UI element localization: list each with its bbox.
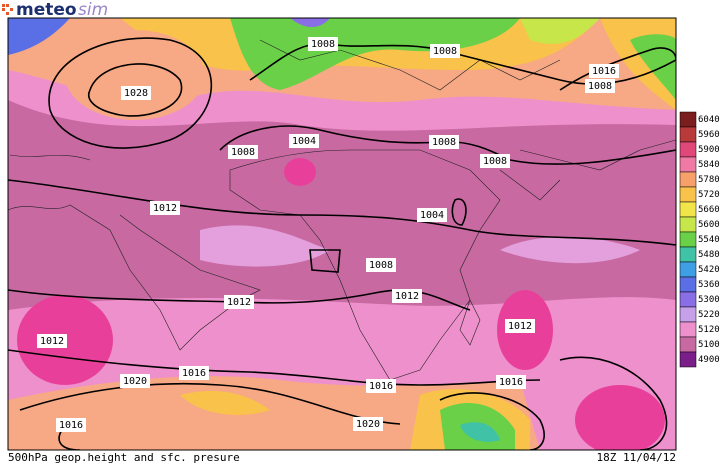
isobar-label: 1012 [153, 203, 177, 214]
colorbar: 6040 5960 5900 5840 5780 5720 5660 5600 5540 5480… [679, 111, 720, 368]
isobar-label-box [289, 134, 319, 148]
isobar-label-box [585, 79, 615, 93]
colorbar-label: 5300 [698, 295, 720, 305]
colorbar-label: 5120 [698, 325, 720, 335]
isobar-label: 1012 [40, 336, 64, 347]
colorbar-swatch [679, 291, 697, 308]
isobar-label-box [429, 135, 459, 149]
isobar-label: 1012 [395, 291, 419, 302]
isobar-label: 1016 [592, 66, 616, 77]
colorbar-label: 5600 [698, 220, 720, 230]
isobar-label: 1008 [483, 156, 507, 167]
isobar-label-box [228, 145, 258, 159]
isobar-label-box [353, 417, 383, 431]
isobar-label-box [430, 44, 460, 58]
colorbar-swatch [679, 216, 697, 233]
isobar-labels: 1008 1008 1016 1008 1028 1004 1008 1008 1008 1012… [37, 37, 619, 432]
colorbar-swatch [679, 171, 697, 188]
colorbar-swatch [679, 246, 697, 263]
isobar-label: 1016 [59, 420, 83, 431]
isobar-label-box [366, 379, 396, 393]
colorbar-swatch [679, 141, 697, 158]
isobar-label: 1012 [227, 297, 251, 308]
colorbar-label: 5840 [698, 160, 720, 170]
isobar-label: 1008 [311, 39, 335, 50]
colorbar-swatch [679, 351, 697, 368]
isobar-label-box [496, 375, 526, 389]
isobar-label: 1004 [420, 210, 444, 221]
footer-time: 18Z 11/04/12 [597, 451, 676, 464]
isobar-label: 1016 [499, 377, 523, 388]
colorbar-label: 5900 [698, 145, 720, 155]
isobar-label-box [120, 374, 150, 388]
isobar-label: 1020 [123, 376, 147, 387]
isobar-label: 1004 [292, 136, 316, 147]
isobar-label: 1008 [231, 147, 255, 158]
colorbar-label: 5960 [698, 130, 720, 140]
colorbar-label: 5420 [698, 265, 720, 275]
isobar-label: 1012 [508, 321, 532, 332]
isobar-label-box [392, 289, 422, 303]
isobar-label-box [121, 86, 151, 100]
isobar-label: 1008 [433, 46, 457, 57]
logo: meteo sim [2, 0, 108, 20]
isobar-label-box [589, 64, 619, 78]
colorbar-swatch [679, 126, 697, 143]
colorbar-swatch [679, 276, 697, 293]
isobar-label-box [366, 258, 396, 272]
isobar-label-box [150, 201, 180, 215]
isobar-label: 1008 [369, 260, 393, 271]
isobar-label-box [179, 366, 209, 380]
logo-brand: meteo [16, 0, 77, 20]
colorbar-swatch [679, 336, 697, 353]
isobar-label: 1008 [588, 81, 612, 92]
isobar-label-box [37, 334, 67, 348]
isobar-label: 1016 [182, 368, 206, 379]
colorbar-swatch [679, 261, 697, 278]
colorbar-label: 5100 [698, 340, 720, 350]
colorbar-label: 5360 [698, 280, 720, 290]
colorbar-swatch [679, 321, 697, 338]
colorbar-swatch [679, 231, 697, 248]
isobar-label-box [417, 208, 447, 222]
isobar-label-box [308, 37, 338, 51]
colorbar-swatch [679, 156, 697, 173]
colorbar-swatch [679, 111, 697, 128]
colorbar-label: 4900 [698, 355, 720, 365]
isobar-label-box [505, 319, 535, 333]
isobar-label: 1020 [356, 419, 380, 430]
colorbar-label: 5780 [698, 175, 720, 185]
isobar-label: 1028 [124, 88, 148, 99]
map-frame [7, 17, 677, 451]
colorbar-label: 6040 [698, 115, 720, 125]
isobar-label: 1008 [432, 137, 456, 148]
colorbar-label: 5720 [698, 190, 720, 200]
isobar-label-box [480, 154, 510, 168]
logo-suffix: sim [78, 0, 108, 20]
colorbar-label: 5480 [698, 250, 720, 260]
colorbar-swatch [679, 201, 697, 218]
colorbar-swatch [679, 186, 697, 203]
isobar-label-box [56, 418, 86, 432]
colorbar-swatch [679, 306, 697, 323]
colorbar-label: 5540 [698, 235, 720, 245]
colorbar-label: 5220 [698, 310, 720, 320]
isobar-label-box [224, 295, 254, 309]
isobar-label: 1016 [369, 381, 393, 392]
colorbar-label: 5660 [698, 205, 720, 215]
footer-title: 500hPa geop.height and sfc. presure [8, 451, 240, 464]
map [8, 18, 676, 450]
